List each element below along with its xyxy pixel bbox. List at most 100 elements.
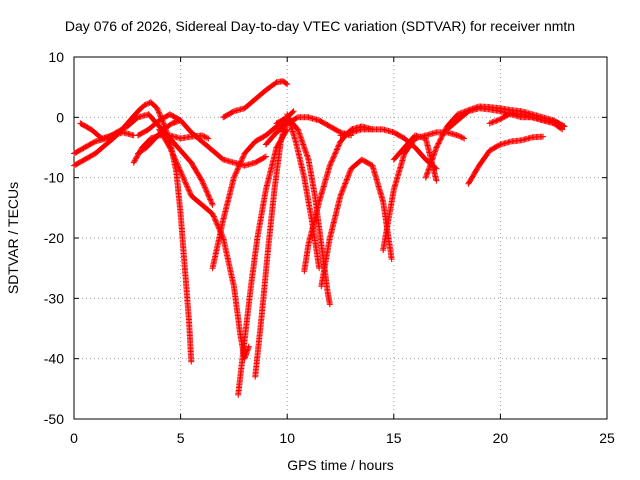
data-point-markers (81, 139, 98, 151)
data-point-markers (262, 145, 280, 193)
chart-title: Day 076 of 2026, Sidereal Day-to-day VTE… (64, 18, 576, 34)
data-point-markers (454, 109, 471, 124)
data-point-markers (198, 138, 215, 153)
data-point-marker (209, 201, 216, 208)
data-point-marker (388, 256, 395, 263)
data-point-markers (77, 120, 93, 132)
data-point-marker (433, 177, 440, 184)
series-arc-05 (135, 111, 269, 169)
y-tick-label: -30 (44, 290, 64, 306)
data-point-markers (358, 123, 375, 132)
data-point-markers (92, 142, 108, 157)
data-point-markers (292, 138, 307, 180)
data-point-markers (486, 116, 503, 127)
data-point-markers (145, 118, 162, 133)
data-point-markers (265, 188, 278, 254)
data-point-markers (518, 134, 534, 144)
data-point-markers (271, 139, 284, 193)
data-point-markers (390, 151, 407, 193)
data-point-markers (390, 145, 407, 163)
series-arc-19 (390, 132, 440, 184)
data-point-markers (220, 235, 237, 288)
data-point-markers (248, 236, 261, 290)
series-arc-02 (71, 111, 216, 208)
data-point-marker (262, 153, 269, 160)
data-point-markers (326, 139, 343, 169)
data-point-markers (326, 194, 344, 241)
data-point-markers (198, 177, 215, 207)
data-point-marker (561, 123, 568, 130)
data-point-markers (71, 145, 87, 157)
data-point-markers (348, 157, 364, 172)
y-tick-label: -10 (44, 170, 64, 186)
y-tick-label: 0 (56, 109, 64, 125)
data-point-markers (71, 157, 87, 169)
data-point-markers (177, 168, 194, 198)
data-point-markers (241, 139, 258, 157)
data-point-markers (188, 192, 204, 207)
x-tick-label: 10 (279, 430, 295, 446)
data-point-markers (422, 145, 439, 181)
data-point-markers (401, 133, 418, 151)
data-point-markers (279, 78, 290, 87)
data-point-marker (284, 81, 291, 88)
x-axis-label: GPS time / hours (287, 457, 394, 473)
data-point-markers (220, 109, 236, 121)
data-point-markers (465, 163, 482, 187)
data-point-markers (177, 210, 188, 270)
data-point-markers (198, 132, 210, 141)
data-point-markers (209, 147, 226, 162)
x-tick-label: 25 (599, 430, 615, 446)
data-point-markers (220, 176, 237, 223)
data-point-markers (316, 164, 333, 205)
series-arc-22 (465, 133, 547, 187)
data-point-marker (559, 126, 566, 133)
x-tick-label: 15 (386, 430, 402, 446)
data-point-markers (252, 133, 268, 145)
data-point-markers (380, 126, 396, 135)
data-point-markers (81, 151, 98, 163)
data-point-markers (301, 242, 312, 275)
data-point-marker (326, 301, 333, 308)
data-point-markers (305, 156, 318, 198)
data-point-markers (252, 154, 268, 166)
data-point-markers (369, 162, 386, 204)
data-point-markers (230, 283, 244, 337)
data-point-markers (235, 339, 248, 398)
data-point-markers (508, 137, 524, 145)
data-point-marker (316, 265, 323, 272)
x-tick-label: 20 (493, 430, 509, 446)
data-point-marker (177, 117, 184, 124)
y-tick-label: -20 (44, 230, 64, 246)
data-point-marker (461, 135, 468, 142)
data-point-markers (262, 130, 279, 148)
series-arc-08 (209, 117, 291, 272)
data-point-markers (324, 289, 333, 306)
data-point-markers (486, 142, 503, 154)
data-point-marker (290, 108, 297, 115)
data-point-markers (550, 118, 566, 129)
data-point-markers (181, 265, 192, 324)
axis-layer: 0 5 10 15 20 25 -50 -40 -30 -20 -10 0 10 (44, 49, 615, 446)
series-arc-09 (220, 78, 291, 121)
data-point-markers (186, 319, 195, 364)
data-point-markers (262, 80, 279, 94)
data-point-markers (177, 147, 194, 165)
data-point-markers (258, 248, 271, 320)
data-point-markers (284, 111, 299, 143)
y-tick-label: -40 (44, 351, 64, 367)
data-point-markers (188, 159, 205, 183)
data-point-markers (166, 144, 183, 174)
x-tick-label: 0 (70, 430, 78, 446)
data-point-markers (188, 129, 204, 144)
series-arc-03 (77, 120, 137, 142)
data-point-markers (318, 236, 333, 290)
data-point-markers (135, 103, 147, 115)
series-arc-16 (318, 156, 395, 290)
data-point-markers (412, 144, 428, 162)
data-point-markers (252, 88, 268, 103)
data-point-markers (241, 284, 254, 344)
data-point-markers (326, 123, 343, 135)
